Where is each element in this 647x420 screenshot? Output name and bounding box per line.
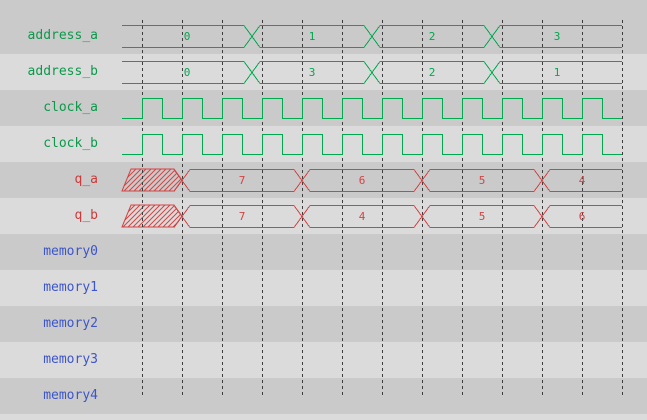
waveform-address_b xyxy=(122,61,622,84)
signal-label-address_b[interactable]: address_b xyxy=(27,64,98,79)
signal-label-address_a[interactable]: address_a xyxy=(27,28,98,43)
signal-label-clock_b[interactable]: clock_b xyxy=(43,136,98,151)
unknown-value-region xyxy=(121,204,183,228)
bus-value: 3 xyxy=(309,66,316,79)
bus-value: 5 xyxy=(479,174,486,187)
waveform-q_a xyxy=(173,169,622,192)
signal-label-q_b[interactable]: q_b xyxy=(74,208,98,223)
bus-value: 5 xyxy=(479,210,486,223)
waveform-traces-layer xyxy=(122,25,622,228)
signal-label-memory3[interactable]: memory3 xyxy=(43,352,98,367)
grid-lines-layer xyxy=(142,20,623,397)
signal-label-memory2[interactable]: memory2 xyxy=(43,316,98,331)
bus-value: 2 xyxy=(429,30,436,43)
signal-label-clock_a[interactable]: clock_a xyxy=(43,100,98,115)
bus-value: 1 xyxy=(554,66,561,79)
row-stripes xyxy=(0,54,647,414)
signal-label-memory4[interactable]: memory4 xyxy=(43,388,98,403)
bus-value: 4 xyxy=(579,174,586,187)
signal-name-column: address_a address_b clock_a clock_b q_a … xyxy=(0,0,110,420)
bus-value: 7 xyxy=(239,174,246,187)
bus-value: 6 xyxy=(359,174,366,187)
bus-values-layer: 0 1 2 3 0 3 2 1 7 6 5 4 7 4 5 6 xyxy=(184,30,586,223)
bus-value: 0 xyxy=(184,66,191,79)
bus-value: 2 xyxy=(429,66,436,79)
bus-value: 6 xyxy=(579,210,586,223)
bus-value: 7 xyxy=(239,210,246,223)
bus-value: 3 xyxy=(554,30,561,43)
signal-label-memory1[interactable]: memory1 xyxy=(43,280,98,295)
waveform-address_a xyxy=(122,25,622,48)
bus-value: 1 xyxy=(309,30,316,43)
waveform-clock_a xyxy=(122,98,622,119)
signal-label-q_a[interactable]: q_a xyxy=(74,172,98,187)
unknown-value-region xyxy=(121,168,183,192)
top-spacer-band xyxy=(0,0,647,54)
unknown-hatch-layer xyxy=(121,168,183,228)
signal-label-memory0[interactable]: memory0 xyxy=(43,244,98,259)
bus-value: 0 xyxy=(184,30,191,43)
waveform-q_b xyxy=(173,205,622,228)
waveform-clock_b xyxy=(122,134,622,155)
bus-value: 4 xyxy=(359,210,366,223)
